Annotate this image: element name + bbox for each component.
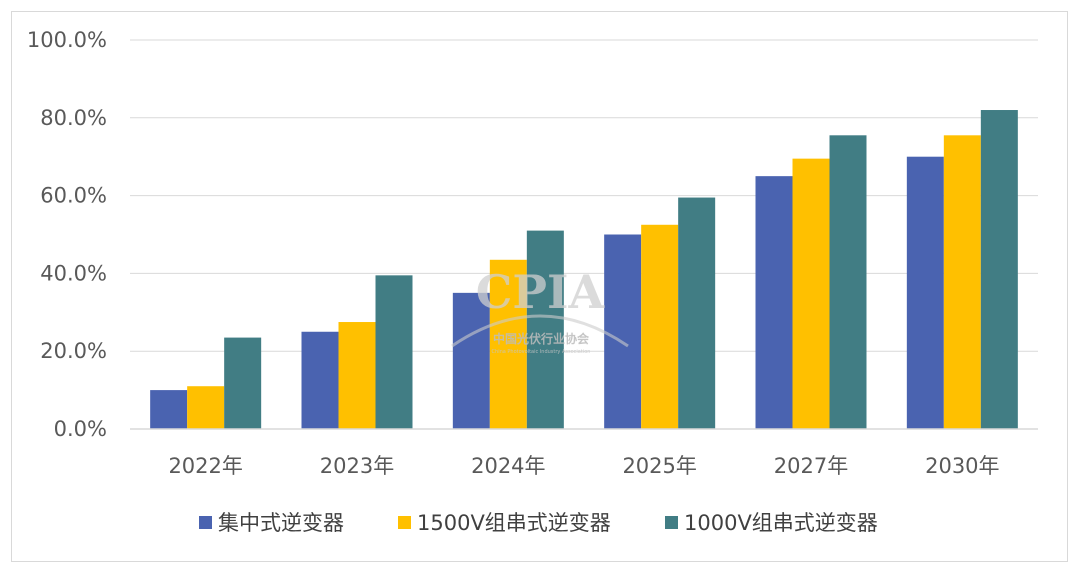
bar-3-2025年 — [678, 197, 716, 429]
bar-1-2022年 — [150, 390, 188, 429]
x-tick-label: 2027年 — [774, 454, 848, 478]
y-tick-label: 80.0% — [40, 106, 107, 130]
watermark-logo-text: CPIA — [476, 265, 606, 319]
x-tick-label: 2024年 — [471, 454, 545, 478]
watermark-org-cn: 中国光伏行业协会 — [493, 331, 590, 346]
legend-swatch-3 — [665, 516, 678, 529]
legend-swatch-2 — [398, 516, 411, 529]
bar-3-2027年 — [829, 135, 867, 429]
y-tick-label: 20.0% — [40, 339, 107, 363]
bar-2-2022年 — [187, 386, 225, 429]
y-tick-label: 0.0% — [54, 417, 107, 441]
x-tick-label: 2023年 — [320, 454, 394, 478]
y-tick-label: 100.0% — [27, 28, 107, 52]
x-tick-label: 2025年 — [622, 454, 696, 478]
legend-label-3: 1000V组串式逆变器 — [684, 511, 878, 535]
x-tick-label: 2030年 — [925, 454, 999, 478]
watermark-sun-arc — [451, 314, 629, 348]
y-axis-ticks: 0.0% 20.0% 40.0% 60.0% 80.0% 100.0% — [27, 28, 107, 441]
bar-2-2030年 — [943, 135, 981, 429]
bar-3-2024年 — [526, 230, 564, 429]
bar-3-2023年 — [375, 275, 413, 429]
legend: 集中式逆变器 1500V组串式逆变器 1000V组串式逆变器 — [199, 511, 878, 535]
bar-3-2030年 — [980, 110, 1018, 430]
x-tick-label: 2022年 — [168, 454, 242, 478]
y-tick-label: 60.0% — [40, 184, 107, 208]
legend-label-1: 集中式逆变器 — [218, 511, 344, 535]
bar-3-2022年 — [224, 337, 262, 429]
bar-1-2023年 — [301, 331, 339, 429]
bar-1-2024年 — [452, 292, 490, 429]
x-axis-ticks: 2022年 2023年 2024年 2025年 2027年 2030年 — [168, 454, 999, 478]
bar-2-2023年 — [338, 322, 376, 429]
bars — [150, 110, 1018, 430]
legend-label-2: 1500V组串式逆变器 — [417, 511, 611, 535]
watermark-org-en: China Photovoltaic Industry Association — [492, 349, 591, 355]
y-tick-label: 40.0% — [40, 261, 107, 285]
cpia-watermark: CPIA 中国光伏行业协会 China Photovoltaic Industr… — [451, 265, 629, 355]
gridlines — [130, 39, 1038, 352]
legend-swatch-1 — [199, 516, 212, 529]
bar-2-2025年 — [641, 224, 679, 429]
bar-1-2030年 — [906, 156, 944, 429]
bar-1-2025年 — [604, 234, 642, 429]
bar-2-2024年 — [489, 259, 527, 429]
bar-2-2027年 — [792, 158, 830, 429]
bar-1-2027年 — [755, 176, 793, 429]
